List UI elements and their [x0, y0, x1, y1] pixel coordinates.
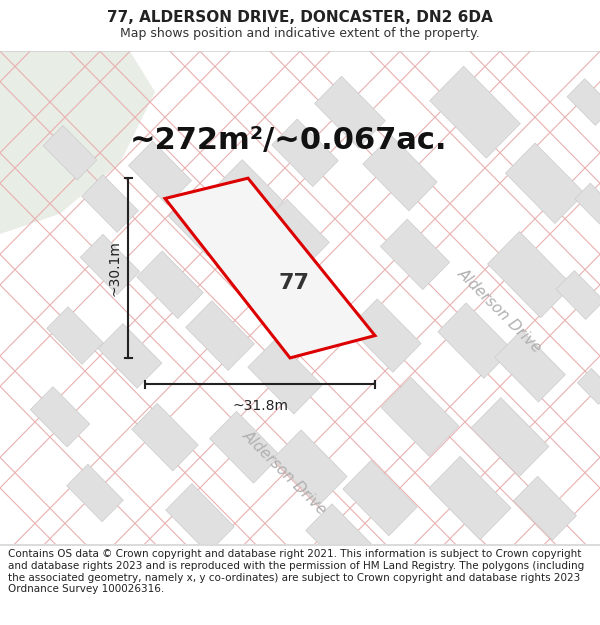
Polygon shape: [128, 141, 191, 205]
Polygon shape: [514, 476, 577, 540]
Text: ~272m²/~0.067ac.: ~272m²/~0.067ac.: [130, 126, 448, 155]
Polygon shape: [430, 66, 520, 158]
Polygon shape: [381, 378, 459, 456]
Polygon shape: [80, 234, 140, 294]
Polygon shape: [248, 339, 322, 414]
Text: Alderson Drive: Alderson Drive: [240, 428, 330, 518]
Text: Alderson Drive: Alderson Drive: [455, 265, 545, 355]
Polygon shape: [43, 126, 97, 180]
Polygon shape: [380, 219, 449, 289]
Polygon shape: [488, 232, 572, 318]
Polygon shape: [556, 271, 600, 319]
Polygon shape: [273, 430, 347, 505]
Polygon shape: [363, 136, 437, 211]
Polygon shape: [577, 368, 600, 404]
Polygon shape: [82, 175, 138, 232]
Polygon shape: [306, 504, 374, 574]
Polygon shape: [314, 76, 385, 148]
Polygon shape: [47, 307, 103, 364]
Polygon shape: [166, 484, 234, 553]
Polygon shape: [67, 464, 123, 522]
Polygon shape: [349, 299, 421, 372]
Text: ~30.1m: ~30.1m: [108, 240, 122, 296]
Polygon shape: [31, 387, 89, 447]
Polygon shape: [209, 411, 280, 483]
Polygon shape: [137, 251, 203, 319]
Text: Contains OS data © Crown copyright and database right 2021. This information is : Contains OS data © Crown copyright and d…: [8, 549, 584, 594]
Text: Map shows position and indicative extent of the property.: Map shows position and indicative extent…: [120, 27, 480, 40]
Polygon shape: [261, 199, 329, 269]
Polygon shape: [98, 324, 162, 388]
Text: 77: 77: [279, 272, 310, 292]
Polygon shape: [343, 461, 417, 536]
Polygon shape: [169, 192, 232, 256]
Polygon shape: [132, 403, 198, 471]
Polygon shape: [494, 330, 565, 402]
Polygon shape: [272, 119, 338, 186]
Polygon shape: [217, 159, 283, 227]
Polygon shape: [429, 456, 511, 540]
Polygon shape: [575, 183, 600, 224]
Polygon shape: [505, 143, 584, 224]
Polygon shape: [438, 303, 512, 378]
Polygon shape: [471, 398, 549, 477]
Polygon shape: [567, 79, 600, 126]
Text: ~31.8m: ~31.8m: [232, 399, 288, 412]
Polygon shape: [186, 301, 254, 371]
Polygon shape: [165, 178, 375, 358]
Text: 77, ALDERSON DRIVE, DONCASTER, DN2 6DA: 77, ALDERSON DRIVE, DONCASTER, DN2 6DA: [107, 10, 493, 25]
Polygon shape: [0, 51, 155, 234]
